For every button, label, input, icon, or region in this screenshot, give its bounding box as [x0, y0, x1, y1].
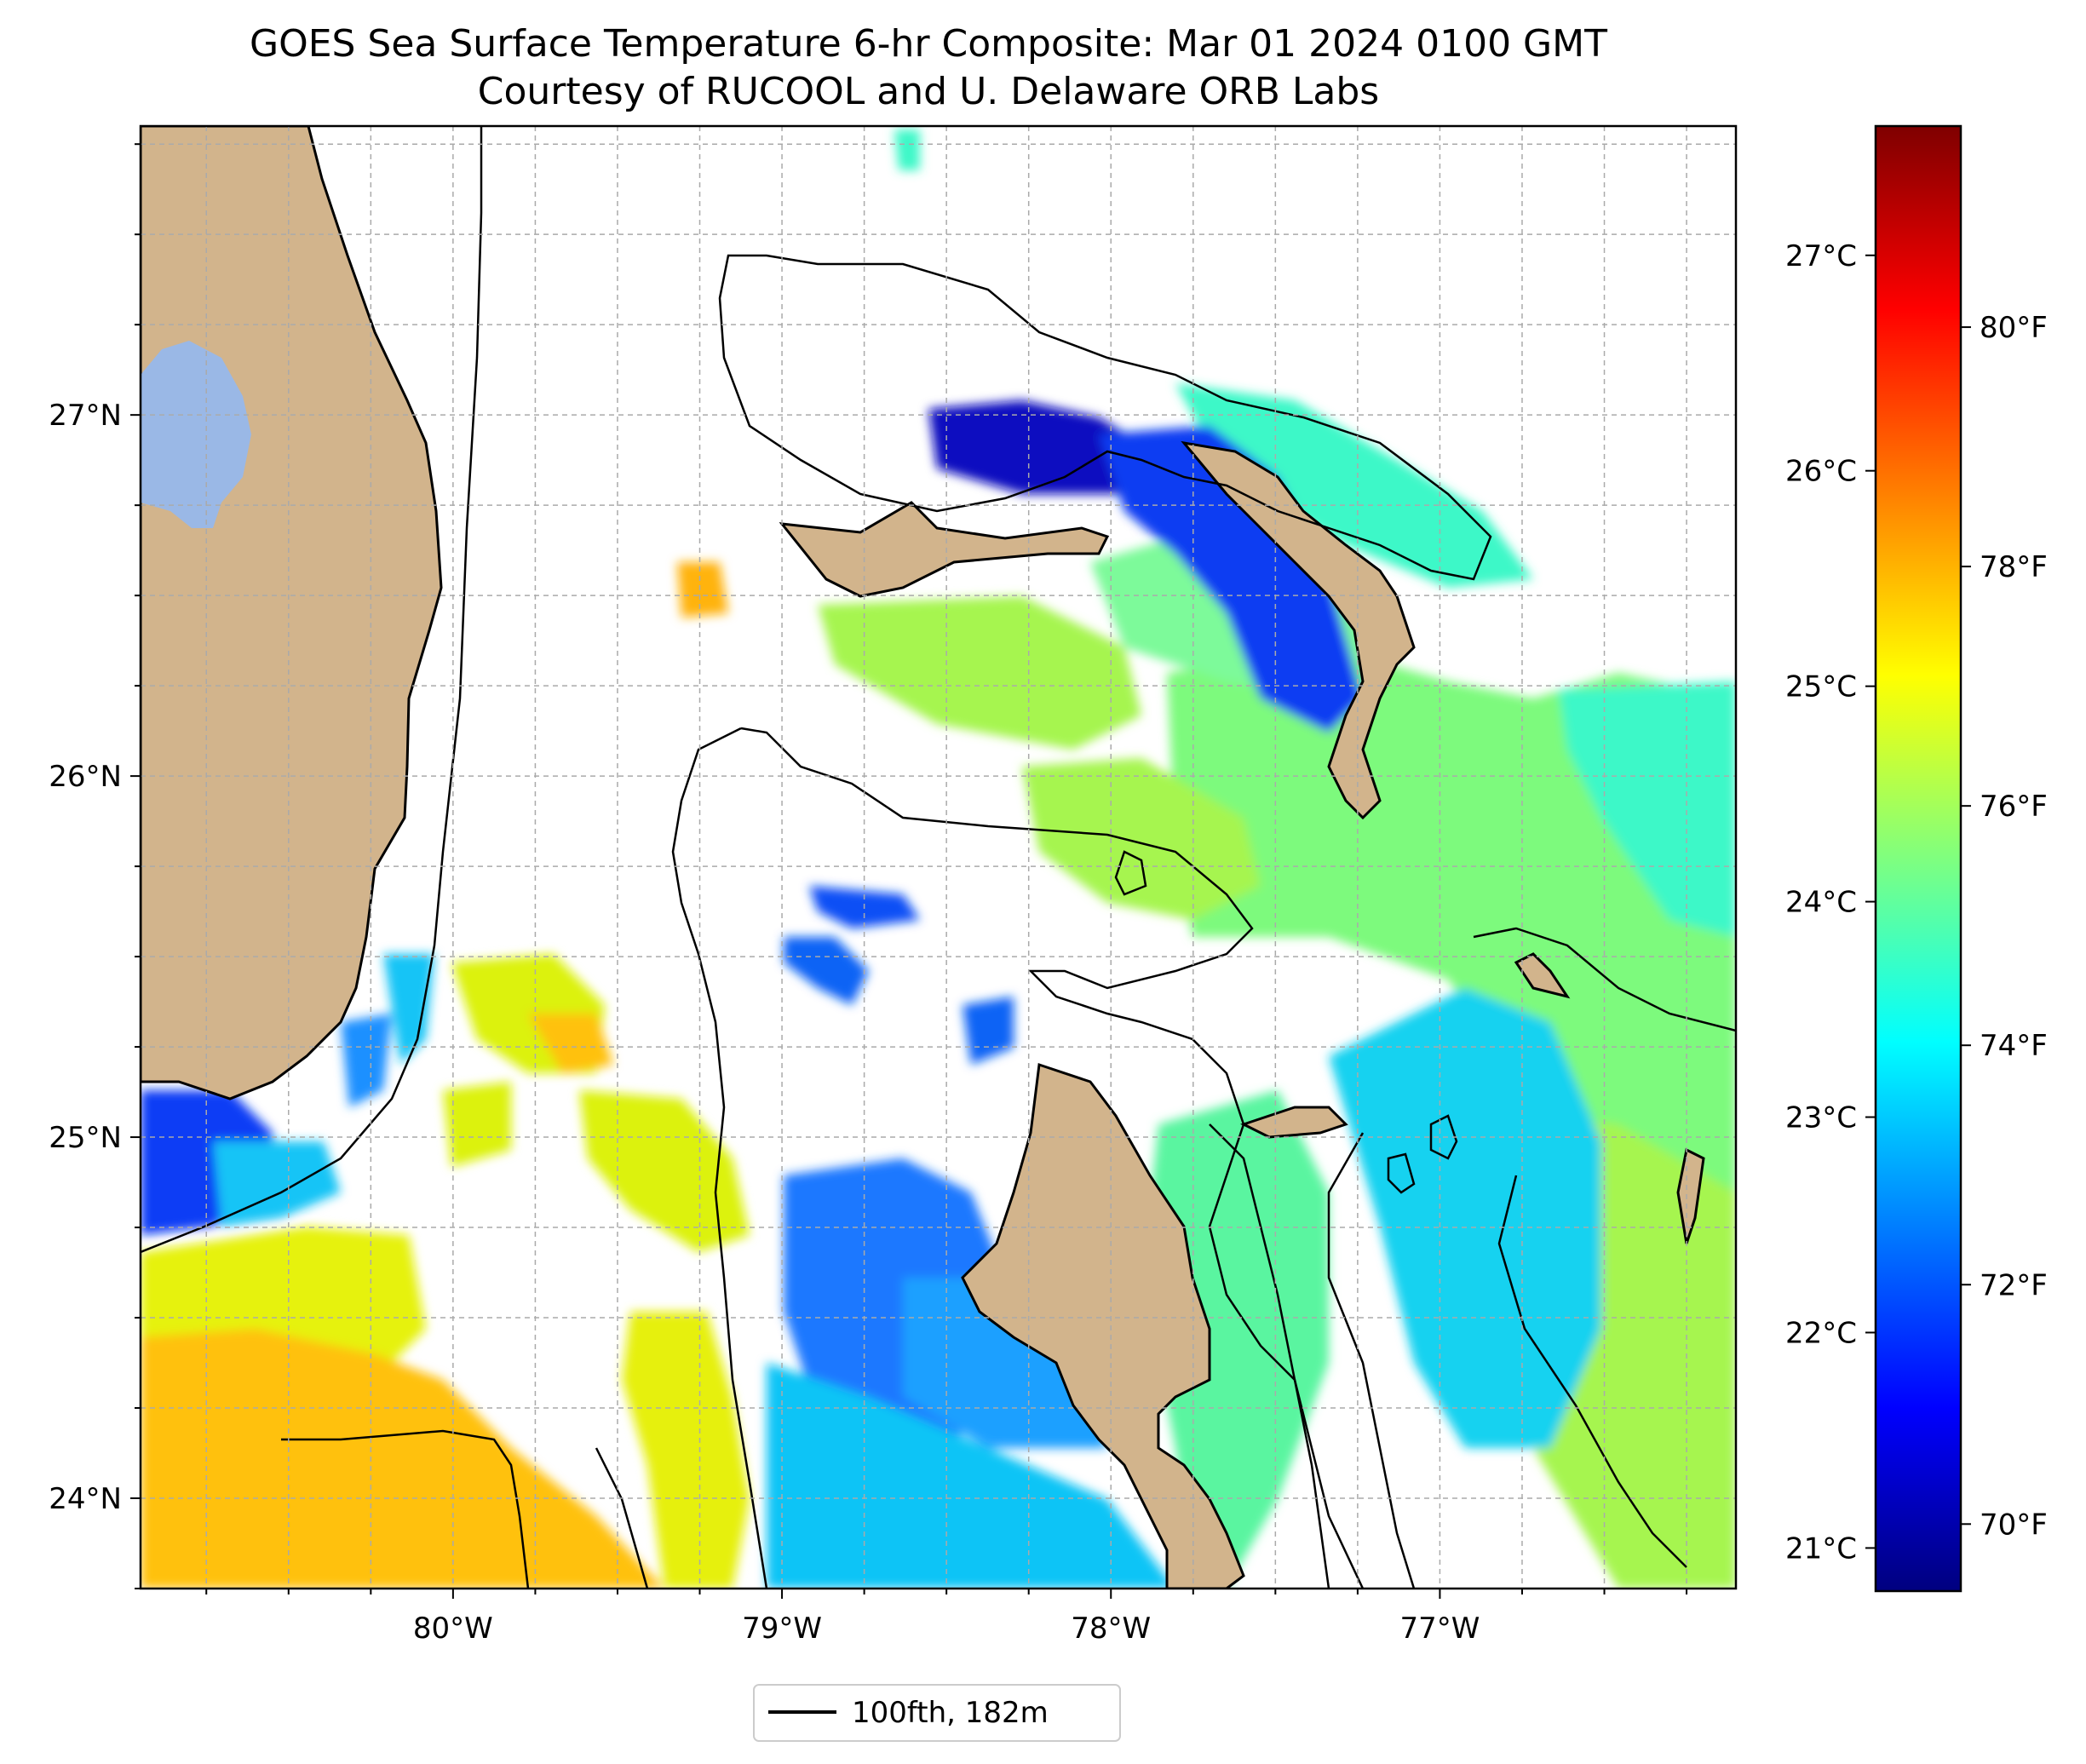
isobath-grand-bahama-cay: [1114, 850, 1147, 896]
celsius-tick-label: 26°C: [1785, 455, 1857, 489]
sst-patch-central-lime: [1022, 758, 1261, 920]
lon-tick-label: 80°W: [413, 1612, 493, 1646]
colorbar-celsius-ticks: 21°C 22°C 23°C 24°C 25°C 26°C 27°C: [1785, 239, 1876, 1566]
fahrenheit-tick-label: 70°F: [1980, 1508, 2048, 1542]
lat-tick-label: 24°N: [49, 1482, 122, 1516]
isobath-keys-inner: [595, 1447, 649, 1589]
lon-tick-label: 79°W: [742, 1612, 822, 1646]
map-area: [141, 126, 1736, 1589]
fahrenheit-tick-label: 74°F: [1980, 1029, 2048, 1063]
isobath-exuma-ring-1: [1429, 1114, 1458, 1160]
lat-tick-label: 26°N: [49, 760, 122, 794]
sst-patch-straits-yellow-3: [579, 1090, 750, 1252]
sst-patch-abaco-blue: [1099, 426, 1363, 733]
isobath-keys: [281, 1429, 530, 1589]
legend-box: [753, 1684, 1121, 1742]
sst-patch-miami-cyan: [383, 954, 434, 1065]
sst-patch-bank-blue-2: [784, 937, 869, 1005]
sst-patch-miami-blue: [341, 1014, 392, 1107]
celsius-tick-label: 25°C: [1785, 670, 1857, 704]
isobath-bank-inner: [671, 727, 768, 1589]
isobath-exuma-ring-2: [1387, 1152, 1416, 1194]
sst-patch-bank-blue-3: [963, 997, 1014, 1065]
sst-patch-biscayne-cyan: [213, 1141, 341, 1227]
celsius-tick-label: 22°C: [1785, 1316, 1857, 1350]
sst-patch-exuma-cyan: [1329, 988, 1601, 1448]
abaco-island: [1181, 440, 1416, 820]
legend-label: 100fth, 182m: [852, 1696, 1049, 1730]
map-title-line2: Courtesy of RUCOOL and U. Delaware ORB L…: [478, 70, 1379, 113]
lon-tick-label: 78°W: [1071, 1612, 1151, 1646]
lon-tick-label: 77°W: [1399, 1612, 1480, 1646]
isobath-tongue-west: [1209, 1123, 1330, 1589]
fahrenheit-tick-label: 76°F: [1980, 790, 2048, 824]
isobath-florida-straits: [141, 126, 483, 1254]
sst-patch-grand-bahama-cold: [928, 400, 1141, 494]
isobath-lines: [141, 126, 1736, 1589]
lake-okeechobee: [141, 341, 251, 528]
sst-patch-nbank-lime: [818, 596, 1141, 750]
lat-tick-label: 27°N: [49, 399, 122, 433]
celsius-tick-label: 23°C: [1785, 1101, 1857, 1135]
celsius-tick-label: 21°C: [1785, 1531, 1857, 1566]
exuma-cays: [1514, 952, 1571, 999]
isobath-great-bahama-bank-west: [740, 727, 1365, 1589]
sst-patch-tongue-green: [1141, 1090, 1329, 1589]
sst-patch-eastern-green: [1167, 647, 1736, 1278]
fahrenheit-tick-label: 78°F: [1980, 550, 2048, 584]
isobath-central-loop: [1327, 1132, 1416, 1589]
sst-patch-caysal-orange: [677, 562, 728, 618]
sst-patch-westbank-cyan: [767, 1363, 1175, 1589]
map-frame: [139, 124, 1738, 1590]
lat-tick-label: 25°N: [49, 1121, 122, 1155]
isobath-little-bahama-bank: [718, 254, 1492, 581]
fahrenheit-tick-label: 72°F: [1980, 1268, 2048, 1302]
longitude-ticks: 80°W 79°W 78°W 77°W: [205, 1589, 1688, 1646]
colorbar-fahrenheit-ticks: 70°F 72°F 74°F 76°F 78°F 80°F: [1961, 311, 2048, 1542]
sst-patch-east-cyan: [1559, 681, 1736, 937]
sst-patch-straits-yellow-4: [622, 1312, 750, 1589]
fahrenheit-tick-label: 80°F: [1980, 311, 2048, 345]
celsius-tick-label: 24°C: [1785, 886, 1857, 920]
sst-patch-straits-orange: [528, 1014, 613, 1073]
sst-patch-keys-orange: [141, 1329, 664, 1589]
sst-patch-north-cyan: [894, 129, 920, 170]
eleuthera-cays: [1676, 1147, 1705, 1244]
andros-island: [961, 1062, 1245, 1589]
celsius-tick-label: 27°C: [1785, 239, 1857, 273]
sst-patch-abaco-cyan: [1175, 383, 1533, 588]
colorbar-gradient: [1874, 124, 1962, 1593]
sst-patch-straits-yellow-2: [443, 1082, 511, 1167]
map-title-line1: GOES Sea Surface Temperature 6-hr Compos…: [250, 22, 1607, 66]
legend: 100fth, 182m: [753, 1684, 1121, 1742]
isobath-exuma-south: [1497, 1175, 1687, 1568]
gridlines: [141, 126, 1736, 1589]
isobath-exuma-loop: [1473, 927, 1736, 1032]
latitude-ticks: 27°N 26°N 25°N 24°N: [49, 143, 141, 1589]
